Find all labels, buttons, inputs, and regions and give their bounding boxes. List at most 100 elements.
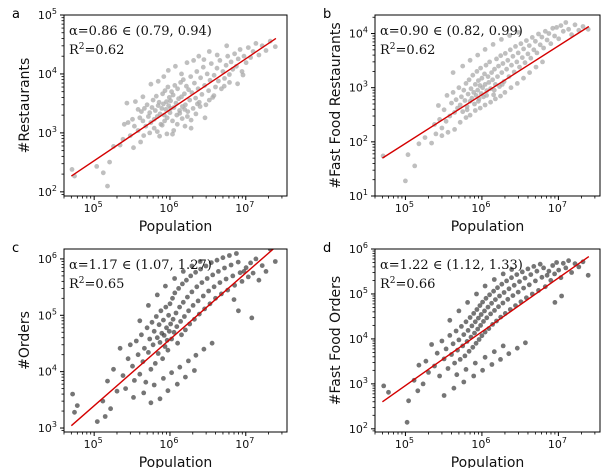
- data-point: [537, 42, 543, 48]
- fit-line: [382, 25, 590, 159]
- data-point: [472, 101, 477, 107]
- data-point: [177, 110, 183, 116]
- data-point: [144, 102, 150, 108]
- data-point: [172, 83, 178, 88]
- data-point: [556, 36, 562, 42]
- data-point: [208, 61, 214, 66]
- data-point: [168, 98, 174, 104]
- data-point: [159, 122, 165, 128]
- y-tick-label: 103: [349, 80, 368, 95]
- data-point: [172, 290, 178, 296]
- x-tick-label: 107: [235, 200, 254, 215]
- data-point: [188, 125, 194, 131]
- x-tick-label: 105: [84, 436, 103, 451]
- data-point: [433, 131, 439, 137]
- fit-line: [70, 249, 275, 427]
- y-axis-label: #Fast Food Orders: [328, 276, 344, 405]
- data-point: [72, 409, 77, 415]
- data-point: [161, 74, 167, 79]
- data-point: [203, 102, 209, 108]
- data-point: [465, 300, 470, 305]
- data-point: [585, 272, 591, 278]
- data-point: [225, 53, 231, 59]
- data-point: [514, 272, 520, 277]
- data-point: [554, 260, 559, 265]
- data-point: [150, 97, 156, 103]
- data-point: [133, 99, 138, 104]
- x-tick-label: 106: [159, 200, 178, 215]
- data-point: [125, 356, 131, 362]
- data-point: [439, 125, 445, 131]
- data-point: [156, 99, 162, 105]
- data-point: [472, 108, 478, 113]
- data-point: [476, 98, 481, 104]
- data-point: [256, 277, 262, 283]
- data-point: [450, 90, 456, 95]
- x-tick-label: 105: [395, 436, 414, 451]
- data-point: [220, 255, 226, 261]
- data-point: [179, 71, 184, 77]
- data-point: [243, 265, 249, 271]
- data-point: [460, 63, 466, 69]
- data-point: [157, 396, 163, 402]
- data-point: [206, 288, 212, 294]
- data-point: [161, 333, 167, 338]
- data-point: [513, 44, 518, 49]
- data-point: [167, 110, 173, 116]
- data-point: [523, 340, 528, 346]
- data-point: [412, 163, 418, 169]
- data-point: [175, 86, 181, 92]
- data-point: [185, 294, 190, 300]
- data-point: [147, 110, 153, 116]
- data-point: [480, 85, 485, 91]
- data-point: [542, 28, 548, 34]
- data-point: [272, 44, 278, 50]
- data-point: [163, 107, 169, 112]
- scatter-series: [381, 258, 591, 425]
- data-point: [511, 282, 517, 288]
- data-point: [528, 55, 534, 61]
- data-point: [217, 280, 223, 285]
- data-point: [420, 381, 426, 387]
- data-point: [429, 342, 434, 347]
- data-point: [74, 403, 80, 408]
- data-point: [164, 131, 170, 137]
- data-point: [140, 118, 146, 124]
- data-point: [188, 273, 194, 279]
- data-point: [478, 312, 484, 317]
- data-point: [491, 92, 496, 98]
- data-point: [179, 94, 184, 100]
- data-point: [177, 304, 183, 310]
- panel-c: c 105 106 107 103 104 105 106 Population #Orders α…: [12, 241, 288, 468]
- data-point: [476, 78, 481, 83]
- data-point: [514, 345, 520, 351]
- data-point: [515, 289, 521, 295]
- data-point: [234, 251, 239, 256]
- data-point: [227, 253, 232, 258]
- data-point: [256, 52, 262, 58]
- data-point: [494, 56, 499, 62]
- data-point: [544, 37, 550, 43]
- data-point: [140, 94, 146, 100]
- data-point: [508, 85, 514, 91]
- data-point: [222, 76, 227, 81]
- data-point: [546, 268, 552, 274]
- data-point: [183, 327, 188, 333]
- data-point: [228, 262, 234, 268]
- data-point: [533, 278, 538, 284]
- data-point: [100, 170, 106, 176]
- data-point: [426, 370, 431, 375]
- panel-letter: d: [323, 241, 331, 256]
- data-point: [467, 315, 473, 320]
- scatter-series: [380, 20, 591, 184]
- data-point: [484, 315, 490, 321]
- data-point: [461, 379, 467, 385]
- data-point: [517, 279, 522, 284]
- panel-letter: a: [12, 7, 20, 22]
- data-point: [423, 358, 429, 364]
- data-point: [189, 263, 195, 269]
- data-point: [204, 276, 210, 281]
- data-point: [176, 286, 182, 291]
- data-point: [253, 256, 259, 262]
